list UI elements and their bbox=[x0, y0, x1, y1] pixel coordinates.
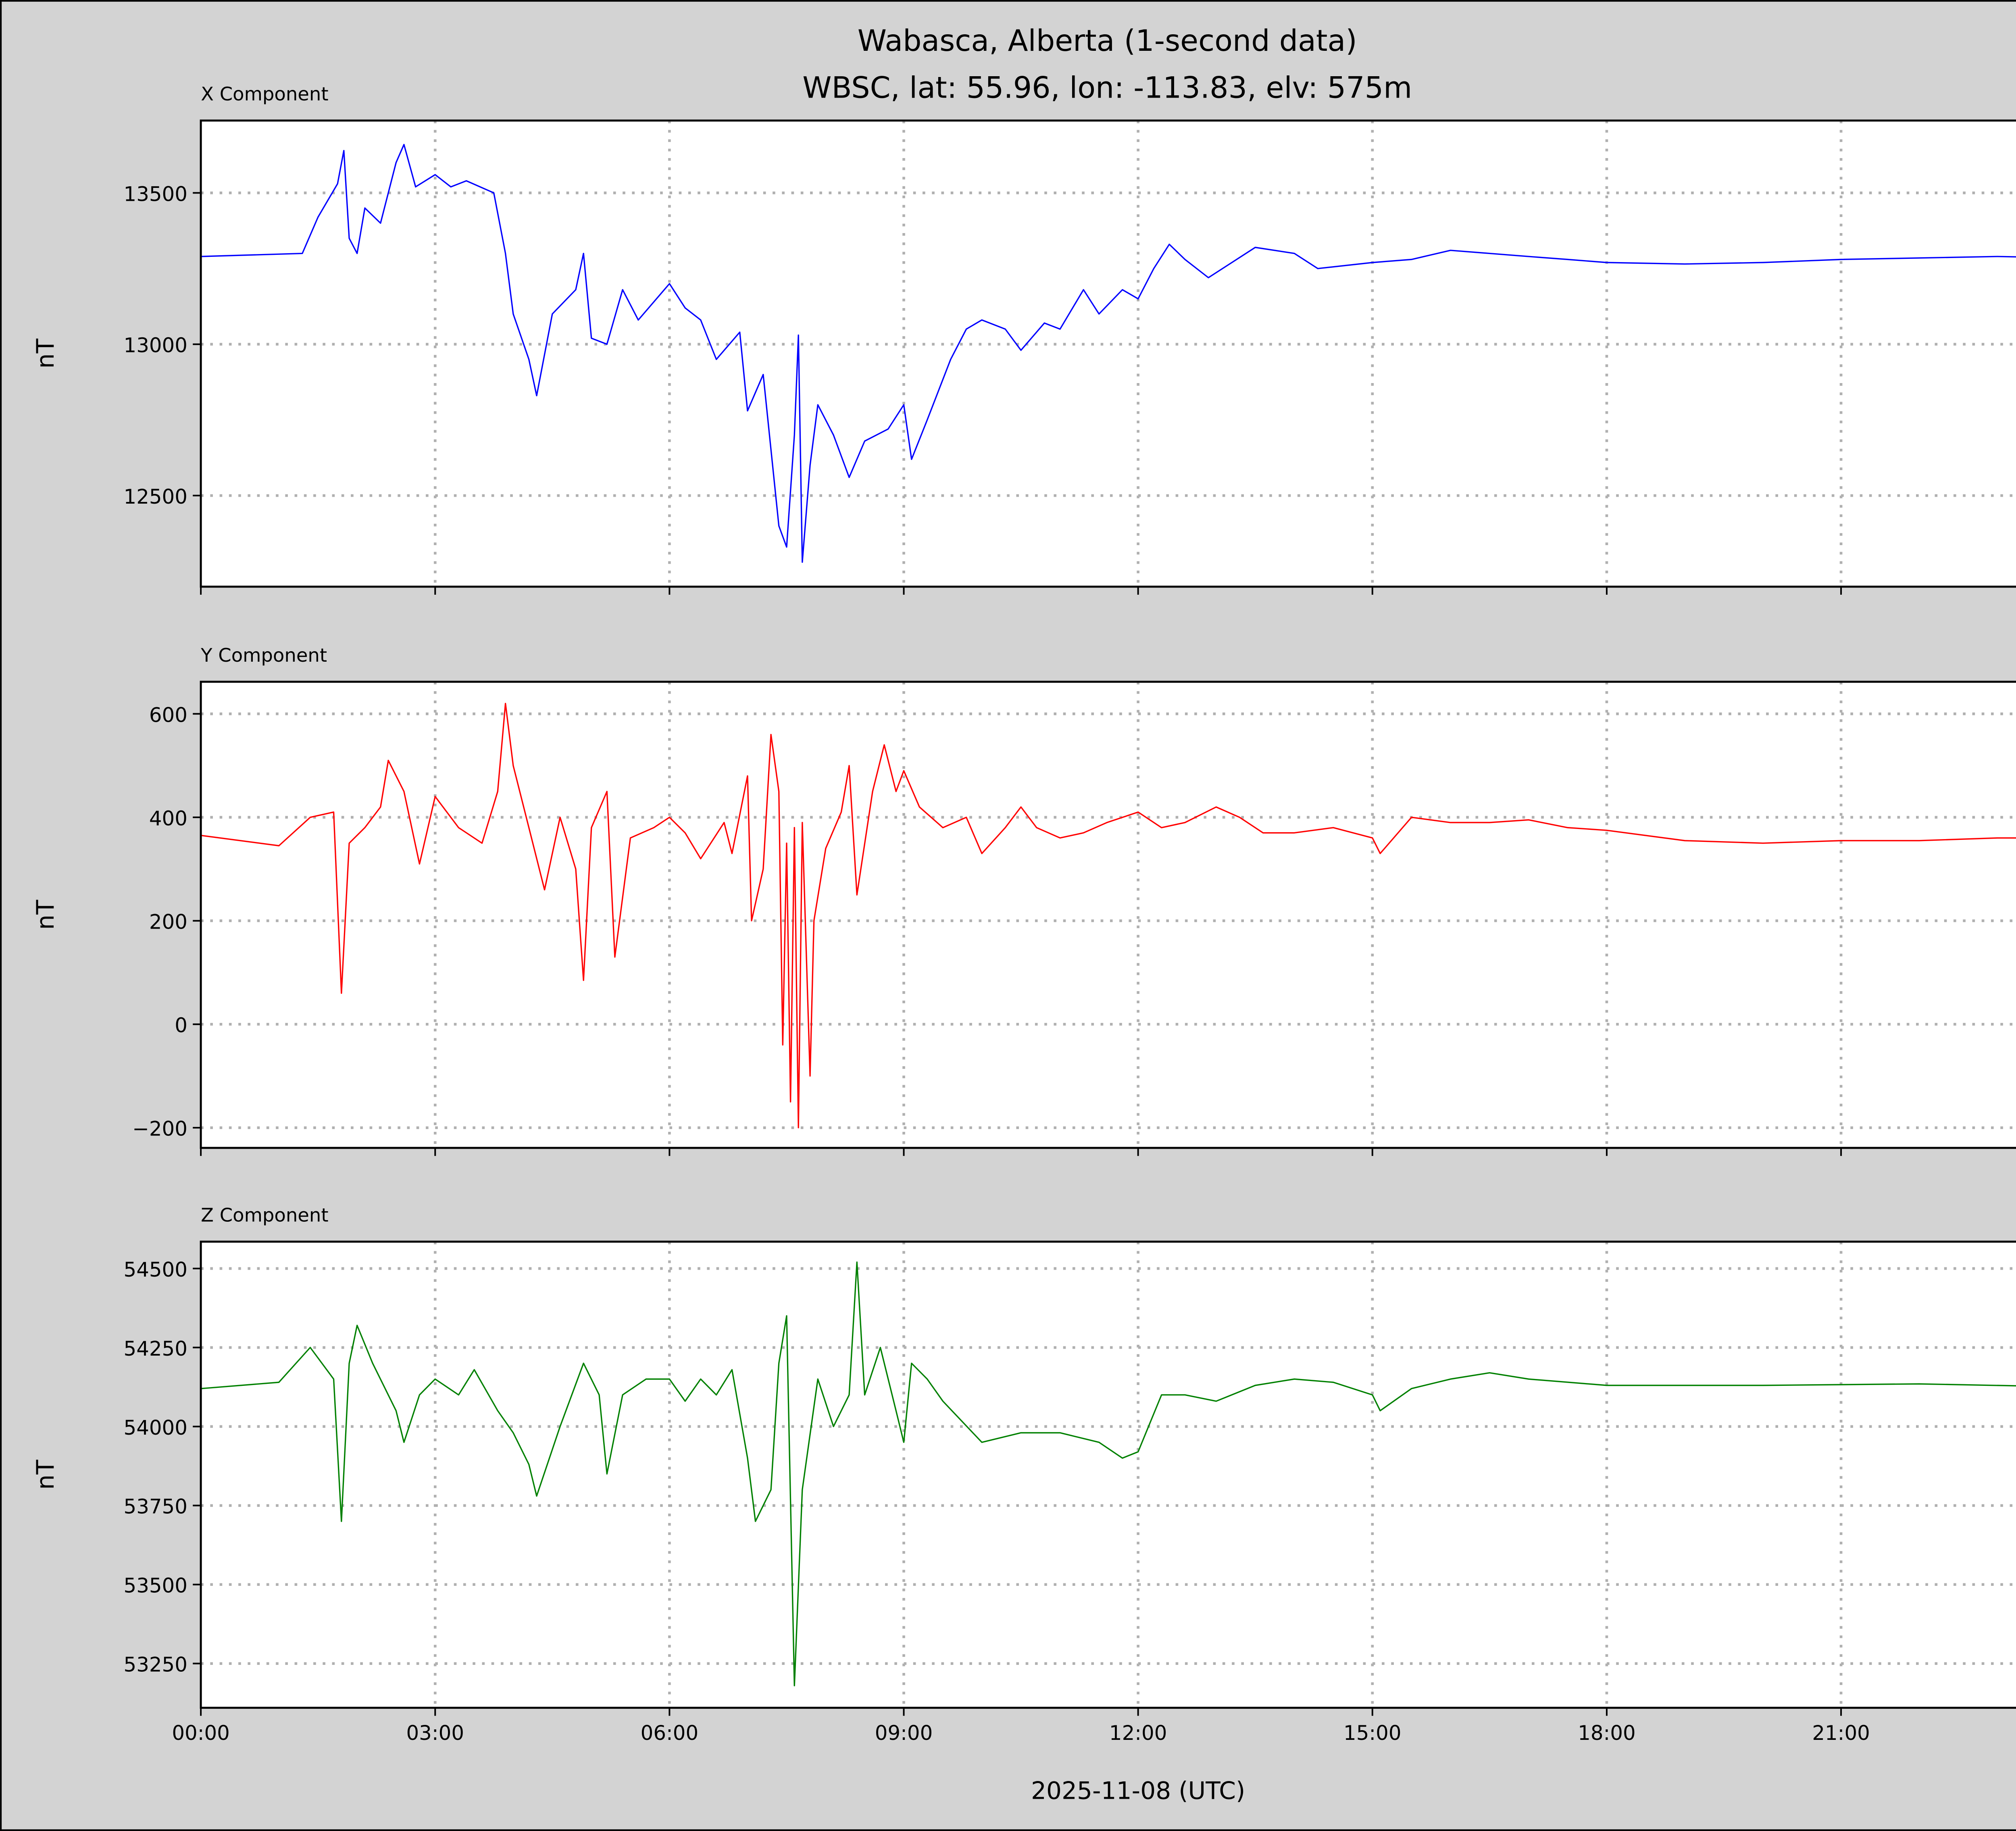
y-tick-label: 54250 bbox=[124, 1337, 187, 1360]
y-axis-label: nT bbox=[32, 338, 60, 369]
plot-frame bbox=[200, 1240, 2016, 1709]
figure-title: Wabasca, Alberta (1-second data) bbox=[858, 24, 1357, 58]
x-tick-label: 00:00 bbox=[172, 1721, 229, 1745]
plot-area bbox=[201, 1241, 2016, 1708]
y-tick-label: 53750 bbox=[124, 1495, 187, 1519]
x-tick-label: 09:00 bbox=[875, 1721, 933, 1745]
y-tick-label: −200 bbox=[132, 1117, 187, 1141]
panel-y-component: Y Component −200 0 200 400 600 nT bbox=[32, 644, 2016, 1156]
y-tick-label: 600 bbox=[149, 703, 187, 727]
x-tick-label: 15:00 bbox=[1343, 1721, 1401, 1745]
y-tick-label: 400 bbox=[149, 807, 187, 830]
plot-frame bbox=[200, 681, 2016, 1149]
y-tick-label: 53250 bbox=[124, 1653, 187, 1677]
y-tick-label: 0 bbox=[175, 1014, 187, 1037]
panel-z-component: Z Component 00:00 03:00 06:00 09:00 12:00 15:0… bbox=[32, 1204, 2016, 1745]
y-tick-label: 54000 bbox=[124, 1416, 187, 1439]
x-tick-label: 12:00 bbox=[1109, 1721, 1167, 1745]
y-tick-label: 13500 bbox=[124, 182, 187, 206]
y-tick-label: 13000 bbox=[124, 334, 187, 357]
series-line-z bbox=[200, 1261, 2016, 1687]
x-tick-label: 18:00 bbox=[1578, 1721, 1635, 1745]
panel-x-component: X Component 12500 13000 13500 nT bbox=[32, 83, 2016, 595]
figure-subtitle: WBSC, lat: 55.96, lon: -113.83, elv: 575… bbox=[802, 71, 1412, 105]
y-tick-label: 200 bbox=[149, 910, 187, 934]
x-tick-label: 06:00 bbox=[641, 1721, 698, 1745]
panel-title: Z Component bbox=[201, 1204, 328, 1226]
x-tick-label: 03:00 bbox=[406, 1721, 464, 1745]
series-line-y bbox=[200, 702, 2016, 1129]
panel-title: Y Component bbox=[200, 644, 327, 666]
x-axis-label: 2025-11-08 (UTC) bbox=[1031, 1777, 1245, 1805]
plot-area bbox=[201, 120, 2016, 587]
y-tick-label: 53500 bbox=[124, 1574, 187, 1598]
y-axis-label: nT bbox=[32, 900, 60, 930]
y-tick-label: 12500 bbox=[124, 485, 187, 508]
x-tick-label: 21:00 bbox=[1812, 1721, 1870, 1745]
y-axis-label: nT bbox=[32, 1460, 60, 1490]
plot-area bbox=[201, 681, 2016, 1148]
series-line-x bbox=[201, 144, 2016, 563]
plot-frame bbox=[200, 119, 2016, 588]
panel-title: X Component bbox=[201, 83, 328, 105]
y-tick-label: 54500 bbox=[124, 1258, 187, 1281]
